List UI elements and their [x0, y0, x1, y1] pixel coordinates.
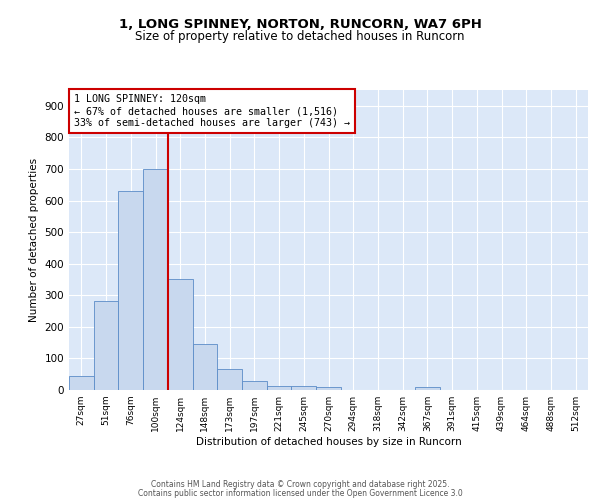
- Text: 1, LONG SPINNEY, NORTON, RUNCORN, WA7 6PH: 1, LONG SPINNEY, NORTON, RUNCORN, WA7 6P…: [119, 18, 481, 30]
- Bar: [168, 280, 193, 390]
- Bar: [94, 300, 118, 390]
- Bar: [193, 344, 217, 390]
- X-axis label: Distribution of detached houses by size in Runcorn: Distribution of detached houses by size …: [196, 437, 461, 447]
- Y-axis label: Number of detached properties: Number of detached properties: [29, 158, 39, 322]
- Bar: [316, 387, 341, 390]
- Bar: [69, 376, 94, 390]
- Text: Contains public sector information licensed under the Open Government Licence 3.: Contains public sector information licen…: [137, 488, 463, 498]
- Bar: [242, 380, 267, 390]
- Bar: [118, 191, 143, 390]
- Bar: [292, 386, 316, 390]
- Text: Contains HM Land Registry data © Crown copyright and database right 2025.: Contains HM Land Registry data © Crown c…: [151, 480, 449, 489]
- Bar: [143, 169, 168, 390]
- Text: Size of property relative to detached houses in Runcorn: Size of property relative to detached ho…: [135, 30, 465, 43]
- Bar: [217, 368, 242, 390]
- Bar: [267, 386, 292, 390]
- Text: 1 LONG SPINNEY: 120sqm
← 67% of detached houses are smaller (1,516)
33% of semi-: 1 LONG SPINNEY: 120sqm ← 67% of detached…: [74, 94, 350, 128]
- Bar: [415, 388, 440, 390]
